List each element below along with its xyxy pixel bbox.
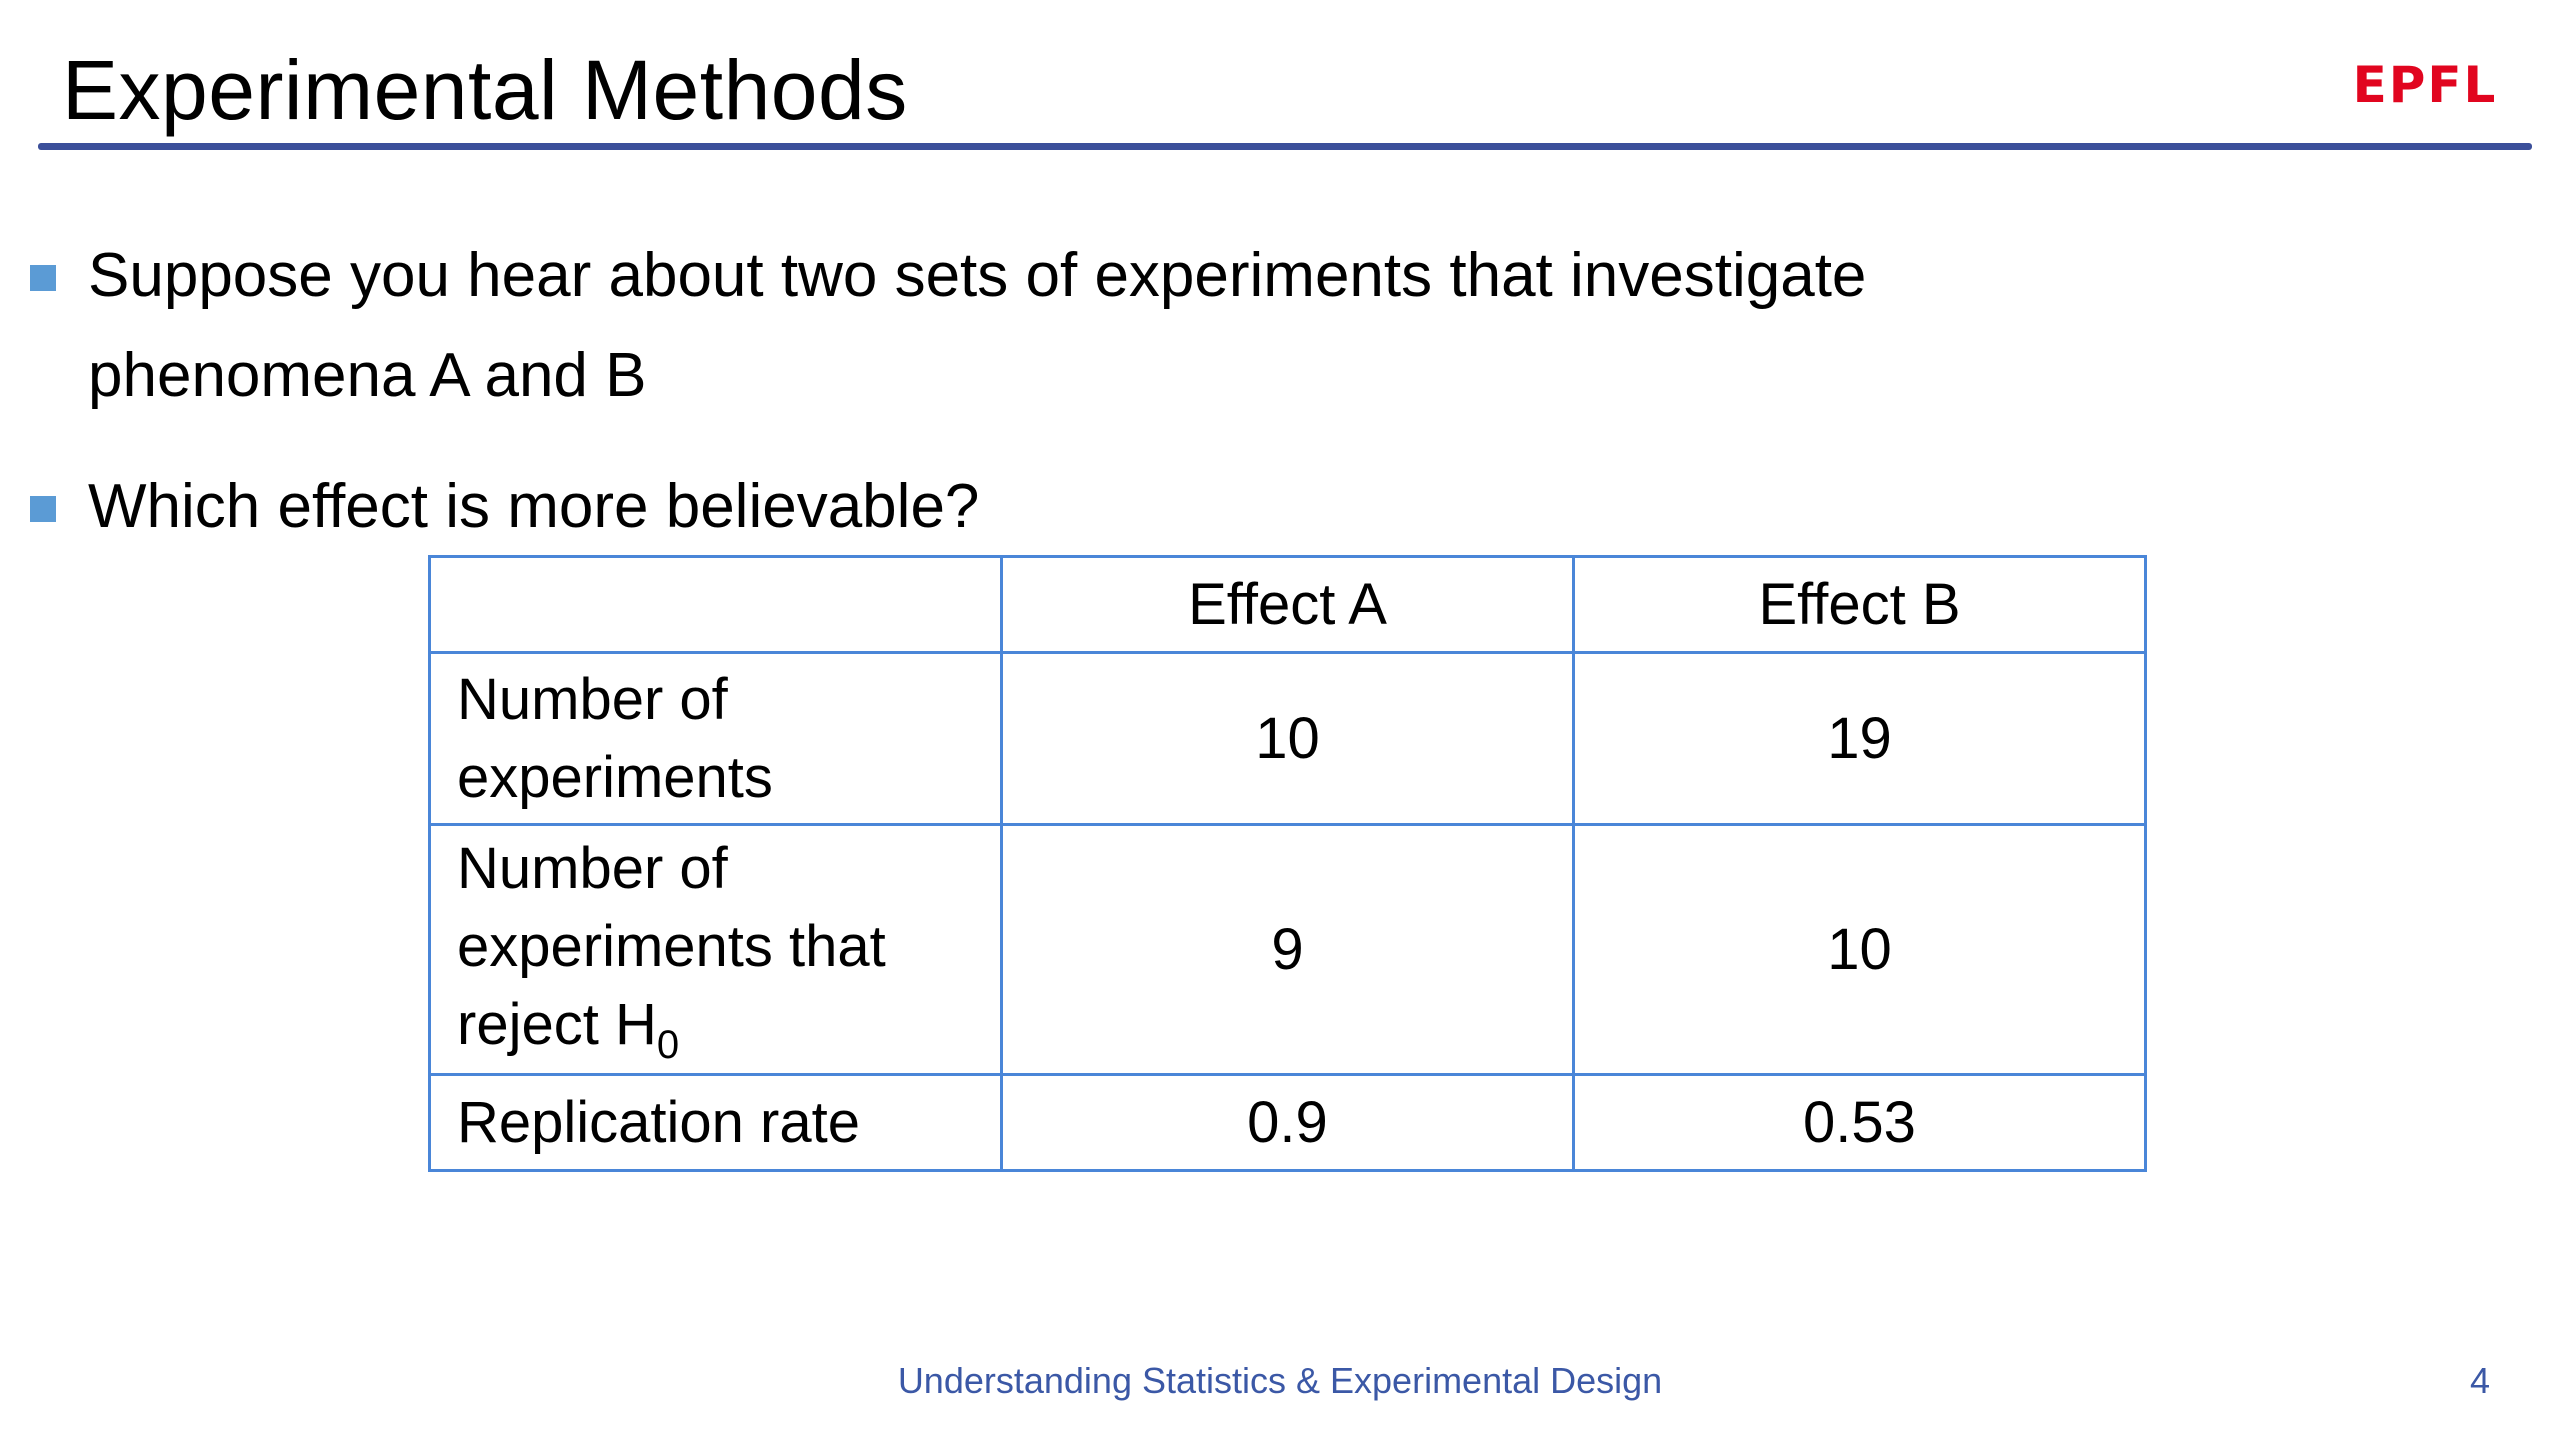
bullet-item-1-line-1: Suppose you hear about two sets of exper…	[88, 241, 1867, 310]
row-label-line: Number of	[457, 666, 728, 732]
table-header-effect-b: Effect B	[1572, 555, 2147, 654]
table-row: Number of experiments 10 19	[428, 651, 2147, 826]
bullet-square-icon	[30, 265, 56, 291]
table-header-effect-a: Effect A	[1000, 555, 1575, 654]
cell-effect-b: 19	[1572, 651, 2147, 826]
cell-effect-a: 10	[1000, 651, 1575, 826]
epfl-logo: EPFL	[2352, 56, 2498, 114]
row-label-text: reject H	[457, 991, 657, 1057]
row-label-replication-rate: Replication rate	[428, 1073, 1003, 1172]
table-header-row: Effect A Effect B	[428, 555, 2147, 654]
row-label-experiments-reject-h0: Number of experiments that reject H0	[428, 823, 1003, 1076]
bullet-square-icon	[30, 496, 56, 522]
table-row: Number of experiments that reject H0 9 1…	[428, 823, 2147, 1076]
bullet-item-2: Which effect is more believable?	[88, 472, 980, 541]
row-label-number-of-experiments: Number of experiments	[428, 651, 1003, 826]
cell-effect-b: 10	[1572, 823, 2147, 1076]
row-label-line: reject H0	[457, 986, 974, 1070]
title-underline	[38, 143, 2532, 150]
row-label-line: experiments that	[457, 913, 886, 979]
page-number: 4	[2470, 1360, 2491, 1401]
slide-title: Experimental Methods	[62, 43, 908, 137]
subscript: 0	[656, 1022, 680, 1067]
cell-effect-a: 9	[1000, 823, 1575, 1076]
comparison-table: Effect A Effect B Number of experiments …	[428, 555, 2147, 1172]
row-label-line: Number of	[457, 835, 728, 901]
footer-course-title: Understanding Statistics & Experimental …	[897, 1360, 1663, 1401]
bullet-item-1-line-2: phenomena A and B	[88, 341, 647, 410]
table-header-cell-empty	[428, 555, 1003, 654]
table-row: Replication rate 0.9 0.53	[428, 1073, 2147, 1172]
row-label-line: experiments	[457, 744, 773, 810]
cell-effect-b: 0.53	[1572, 1073, 2147, 1172]
cell-effect-a: 0.9	[1000, 1073, 1575, 1172]
